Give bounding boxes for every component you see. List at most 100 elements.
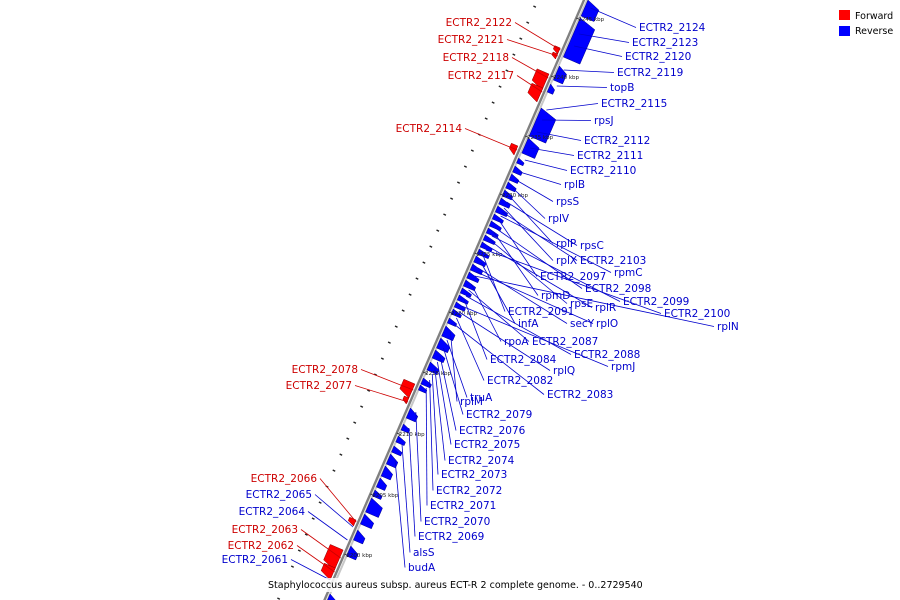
legend-reverse-label: Reverse bbox=[855, 26, 893, 37]
gene-label: rpmC bbox=[614, 267, 643, 279]
scale-tick-label: 2215 kbp bbox=[425, 371, 451, 377]
reverse-gene-arrow bbox=[405, 407, 419, 423]
gene-label: ECTR2_2077 bbox=[286, 380, 352, 392]
gene-label: ECTR2_2079 bbox=[466, 409, 532, 421]
reverse-gene-arrow bbox=[546, 83, 555, 95]
leader-line bbox=[456, 317, 485, 381]
reverse-gene-arrow bbox=[441, 325, 456, 342]
leader-line bbox=[524, 159, 568, 171]
track-dash bbox=[519, 37, 523, 40]
gene-label: ECTR2_2120 bbox=[625, 51, 691, 63]
track-dash bbox=[436, 229, 440, 232]
gene-label: rpmJ bbox=[611, 361, 635, 373]
forward-gene-arrow bbox=[527, 82, 544, 103]
gene-label: ECTR2_2083 bbox=[547, 389, 613, 401]
track-dash bbox=[304, 533, 308, 536]
track-dash bbox=[422, 261, 426, 264]
track-dash bbox=[360, 405, 364, 408]
track-dash bbox=[512, 53, 516, 56]
reverse-gene-arrow bbox=[360, 513, 375, 530]
caption: Staphylococcus aureus subsp. aureus ECT-… bbox=[268, 580, 643, 591]
leader-line bbox=[556, 85, 608, 88]
reverse-gene-arrow bbox=[431, 349, 446, 364]
reverse-gene-arrow bbox=[346, 545, 359, 561]
caption-background bbox=[265, 578, 635, 592]
leader-line bbox=[434, 367, 446, 461]
gene-label: rplM bbox=[460, 396, 483, 408]
leader-line bbox=[506, 201, 578, 246]
leader-line bbox=[508, 195, 554, 244]
track-dash bbox=[401, 309, 405, 312]
leader-line bbox=[579, 33, 630, 43]
leader-line bbox=[536, 131, 582, 141]
gene-label: ECTR2_2114 bbox=[396, 123, 463, 135]
gene-label: rplP bbox=[556, 238, 576, 250]
gene-label: rpsE bbox=[570, 298, 593, 310]
gene-label: budA bbox=[408, 562, 436, 574]
leader-lines-layer bbox=[290, 7, 715, 581]
gene-label: ECTR2_2069 bbox=[418, 531, 484, 543]
reverse-gene-arrow bbox=[353, 529, 366, 545]
leader-line bbox=[408, 427, 416, 537]
leader-line bbox=[529, 147, 575, 156]
gene-label: ECTR2_2111 bbox=[577, 150, 643, 162]
track-dash bbox=[415, 277, 419, 280]
scale-tick bbox=[576, 17, 581, 21]
leader-line bbox=[319, 478, 357, 523]
track-dash bbox=[463, 165, 468, 168]
scale-tick-label: 2210 kbp bbox=[399, 432, 425, 438]
leader-line bbox=[498, 219, 538, 277]
scale-tick-label: 2235 kbp bbox=[527, 135, 553, 141]
leader-line bbox=[574, 45, 623, 57]
reverse-gene-arrow bbox=[380, 465, 393, 481]
gene-label: ECTR2_2097 bbox=[540, 271, 606, 283]
track-dash bbox=[394, 325, 398, 328]
track-dash bbox=[484, 117, 488, 120]
scale-tick bbox=[344, 553, 349, 557]
gene-label: rplQ bbox=[553, 365, 575, 377]
gene-label: ECTR2_2065 bbox=[246, 489, 312, 501]
leader-line bbox=[511, 57, 549, 79]
gene-label: ECTR2_2078 bbox=[292, 364, 358, 376]
leader-line bbox=[431, 373, 439, 475]
forward-gene-arrow bbox=[347, 516, 357, 527]
track-dash bbox=[373, 373, 378, 376]
gene-label: ECTR2_2064 bbox=[239, 506, 306, 518]
reverse-gene-arrow bbox=[385, 453, 399, 469]
gene-label: rpsC bbox=[580, 240, 604, 252]
scale-tick-label: 2220 kbp bbox=[451, 311, 477, 317]
leader-line bbox=[474, 275, 715, 327]
scale-tick-label: 2205 kbp bbox=[372, 493, 398, 499]
reverse-gene-arrow bbox=[580, 0, 600, 22]
reverse-gene-arrow bbox=[450, 308, 462, 319]
legend-reverse-swatch bbox=[839, 26, 850, 36]
leader-line bbox=[563, 69, 615, 73]
gene-label: rplV bbox=[548, 213, 570, 225]
leader-line bbox=[514, 22, 561, 51]
gene-label: rplX bbox=[556, 255, 577, 267]
scale-tick bbox=[448, 311, 454, 315]
track-dash bbox=[346, 437, 350, 440]
gene-label: ECTR2_2074 bbox=[448, 455, 515, 467]
gene-label: ECTR2_2121 bbox=[438, 34, 504, 46]
track-dash bbox=[533, 5, 537, 8]
gene-label: ECTR2_2075 bbox=[454, 439, 520, 451]
gene-label: ECTR2_2100 bbox=[664, 308, 730, 320]
gene-label: ECTR2_2071 bbox=[430, 500, 496, 512]
track-dash bbox=[443, 213, 447, 216]
reverse-gene-arrow bbox=[553, 65, 567, 85]
leader-line bbox=[464, 128, 518, 151]
gene-label: ECTR2_2110 bbox=[570, 165, 636, 177]
gene-label: ECTR2_2098 bbox=[585, 283, 651, 295]
gene-label: ECTR2_2066 bbox=[251, 473, 318, 485]
scale-tick-label: 2225 kbp bbox=[477, 252, 503, 258]
track-dash bbox=[491, 101, 495, 104]
track-dash bbox=[353, 421, 357, 424]
reverse-gene-arrow bbox=[400, 423, 411, 434]
scale-tick bbox=[396, 432, 401, 436]
gene-label: ECTR2_2082 bbox=[487, 375, 553, 387]
track-dash bbox=[290, 565, 295, 568]
reverse-gene-arrow bbox=[466, 271, 480, 284]
leader-line bbox=[429, 379, 434, 491]
legend: Forward Reverse bbox=[839, 10, 893, 37]
